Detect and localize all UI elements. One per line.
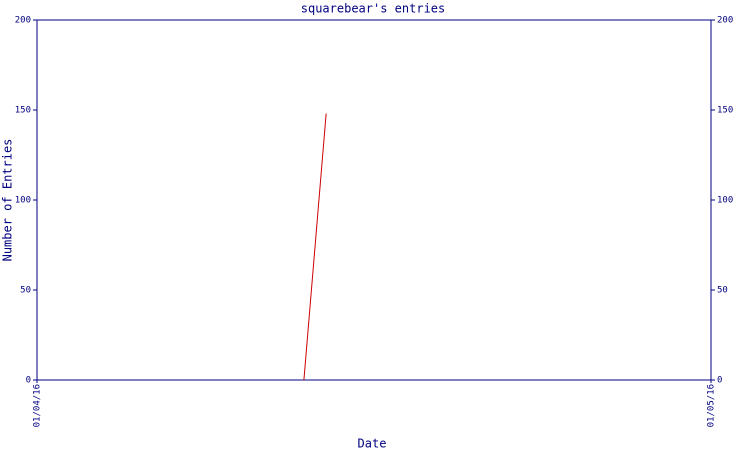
y2-tick-label: 200 [717,16,733,26]
x-tick-label: 01/05/16 [707,384,717,427]
plot-frame [36,19,712,381]
y-tick-label: 200 [15,16,31,26]
y-tick-label: 0 [26,376,31,386]
y2-tick-label: 50 [717,286,728,296]
chart-title: squarebear's entries [301,2,446,16]
data-line [303,113,327,381]
y-tick-label: 50 [20,286,31,296]
y2-tick-label: 100 [717,196,733,206]
x-tick-label: 01/04/16 [33,384,43,427]
y2-tick-label: 0 [717,376,722,386]
y-tick-label: 150 [15,106,31,116]
y-tick-label: 100 [15,196,31,206]
y2-tick-label: 150 [717,106,733,116]
y-axis-label: Number of Entries [1,139,15,262]
x-axis-label: Date [358,437,387,450]
